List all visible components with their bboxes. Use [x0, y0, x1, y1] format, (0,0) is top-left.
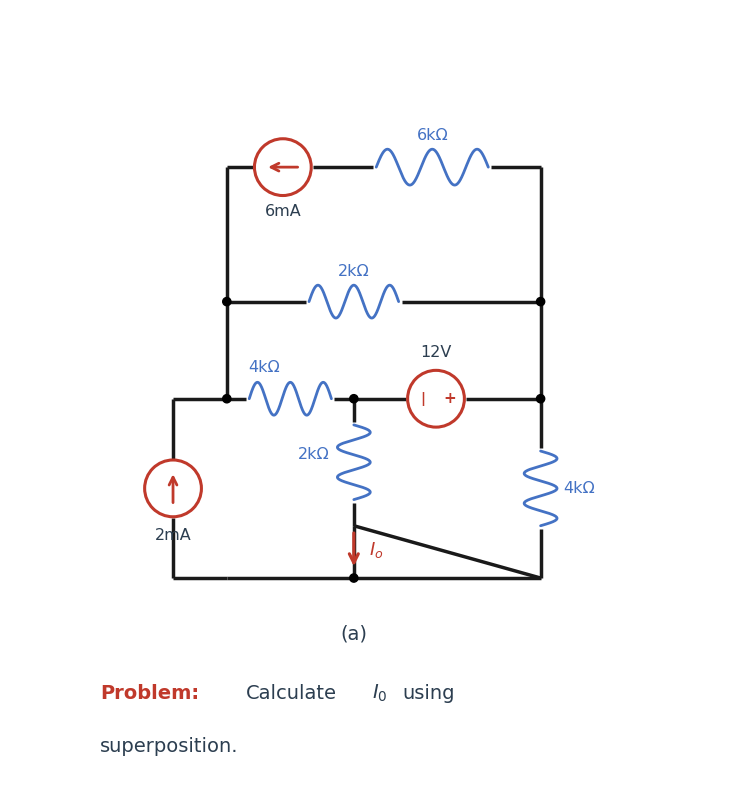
Text: Problem:: Problem:	[100, 684, 199, 703]
Circle shape	[223, 395, 231, 403]
Text: $I_o$: $I_o$	[369, 540, 383, 559]
Text: $I_0$: $I_0$	[372, 683, 388, 705]
Circle shape	[349, 395, 358, 403]
Text: |: |	[420, 392, 425, 406]
Circle shape	[536, 298, 545, 306]
Circle shape	[349, 574, 358, 582]
Text: (a): (a)	[340, 625, 367, 644]
Text: 2kΩ: 2kΩ	[338, 264, 370, 279]
Text: 6mA: 6mA	[264, 205, 301, 220]
Text: using: using	[402, 684, 455, 703]
Text: 2kΩ: 2kΩ	[297, 447, 329, 462]
Circle shape	[536, 395, 545, 403]
Text: 2mA: 2mA	[155, 528, 191, 543]
Text: Calculate: Calculate	[246, 684, 337, 703]
Text: +: +	[443, 391, 456, 406]
Text: 6kΩ: 6kΩ	[416, 128, 448, 143]
Text: 4kΩ: 4kΩ	[563, 481, 595, 496]
Circle shape	[223, 298, 231, 306]
Text: 12V: 12V	[420, 345, 451, 360]
Text: superposition.: superposition.	[100, 736, 238, 755]
Text: 4kΩ: 4kΩ	[248, 359, 280, 374]
